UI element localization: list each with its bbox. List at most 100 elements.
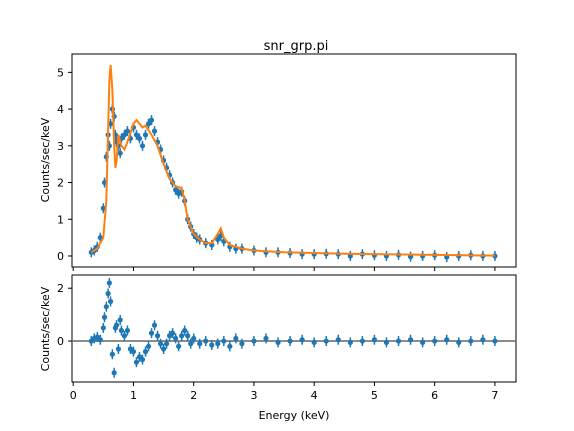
top-y-ticks: 0 1 2 3 4 5 (57, 66, 72, 263)
data-point (182, 325, 188, 336)
data-marker (251, 338, 257, 344)
x-axis-label: Energy (keV) (259, 409, 330, 422)
data-marker (383, 339, 390, 345)
x-tick-label: 5 (371, 389, 378, 402)
data-marker (97, 337, 103, 343)
data-point (395, 336, 402, 347)
data-marker (173, 335, 179, 342)
data-point (191, 333, 197, 344)
data-marker (287, 338, 293, 344)
data-point (347, 250, 353, 261)
data-point (233, 243, 239, 254)
y-tick-label: 4 (57, 103, 64, 116)
data-point (124, 126, 131, 137)
y-tick-label: 0 (57, 335, 64, 348)
data-point (97, 334, 103, 345)
data-marker (130, 349, 137, 355)
data-point (142, 346, 149, 357)
data-point (468, 336, 474, 347)
data-point (111, 367, 117, 378)
data-point (145, 341, 152, 352)
data-marker (101, 314, 108, 320)
data-point (101, 312, 108, 323)
data-point (130, 346, 137, 357)
data-point (173, 333, 179, 344)
data-point (227, 341, 233, 352)
data-point (121, 129, 128, 140)
data-marker (203, 338, 209, 344)
bottom-plot-frame (71, 274, 517, 383)
data-marker (160, 346, 167, 352)
top-panel: 0 1 2 3 4 5 Counts/sec/keV (39, 53, 517, 271)
data-marker (420, 339, 426, 345)
data-point (299, 334, 305, 345)
data-point (188, 338, 194, 349)
data-marker (456, 339, 462, 345)
data-marker (111, 370, 117, 376)
data-point (121, 330, 128, 341)
data-point (154, 330, 161, 341)
data-marker (121, 333, 128, 339)
y-tick-label: 2 (57, 282, 64, 295)
data-marker (118, 327, 125, 334)
data-marker (106, 280, 112, 286)
data-marker (157, 341, 164, 347)
data-marker (432, 338, 438, 344)
data-point (142, 129, 149, 140)
data-point (383, 250, 390, 261)
data-point (239, 338, 245, 349)
data-marker (170, 330, 176, 336)
data-point (176, 341, 182, 352)
data-point (299, 249, 305, 260)
data-marker (468, 338, 474, 344)
data-point (311, 337, 317, 348)
x-tick-label: 1 (130, 389, 137, 402)
data-marker (444, 337, 450, 343)
data-point (251, 336, 257, 347)
data-point (456, 337, 462, 348)
data-marker (227, 343, 233, 349)
data-point (215, 338, 221, 349)
data-marker (124, 327, 131, 334)
data-marker (215, 341, 221, 347)
data-point (407, 334, 414, 345)
data-marker (145, 343, 152, 349)
bottom-y-ticks: 02 (57, 282, 72, 348)
y-tick-label: 2 (57, 177, 64, 190)
data-point (151, 126, 158, 137)
data-marker (182, 327, 188, 334)
data-point (444, 252, 450, 263)
data-marker (136, 135, 143, 142)
x-tick-label: 3 (250, 389, 257, 402)
model-line (90, 64, 495, 257)
residual-series (88, 277, 498, 378)
data-marker (133, 359, 140, 365)
bottom-x-ticks: 0 1 2 3 4 5 6 7 (70, 382, 498, 402)
data-marker (480, 337, 486, 343)
data-point (124, 325, 131, 336)
data-point (371, 250, 378, 261)
data-point (263, 333, 269, 344)
data-point (432, 336, 438, 347)
top-x-ticks (72, 267, 496, 271)
data-marker (117, 317, 123, 323)
data-marker (185, 333, 191, 339)
data-marker (176, 343, 182, 349)
data-point (444, 334, 450, 345)
data-point (221, 336, 227, 347)
data-marker (124, 128, 131, 134)
data-marker (115, 346, 121, 352)
data-point (157, 338, 164, 349)
data-marker (133, 132, 140, 138)
data-point (106, 277, 112, 288)
data-point (117, 148, 123, 159)
data-marker (148, 330, 155, 336)
x-tick-label: 0 (70, 389, 77, 402)
data-point (492, 336, 498, 347)
data-marker (188, 341, 194, 347)
y-tick-label: 5 (57, 66, 64, 79)
data-point (311, 249, 317, 260)
data-marker (154, 333, 161, 339)
data-point (179, 330, 185, 341)
